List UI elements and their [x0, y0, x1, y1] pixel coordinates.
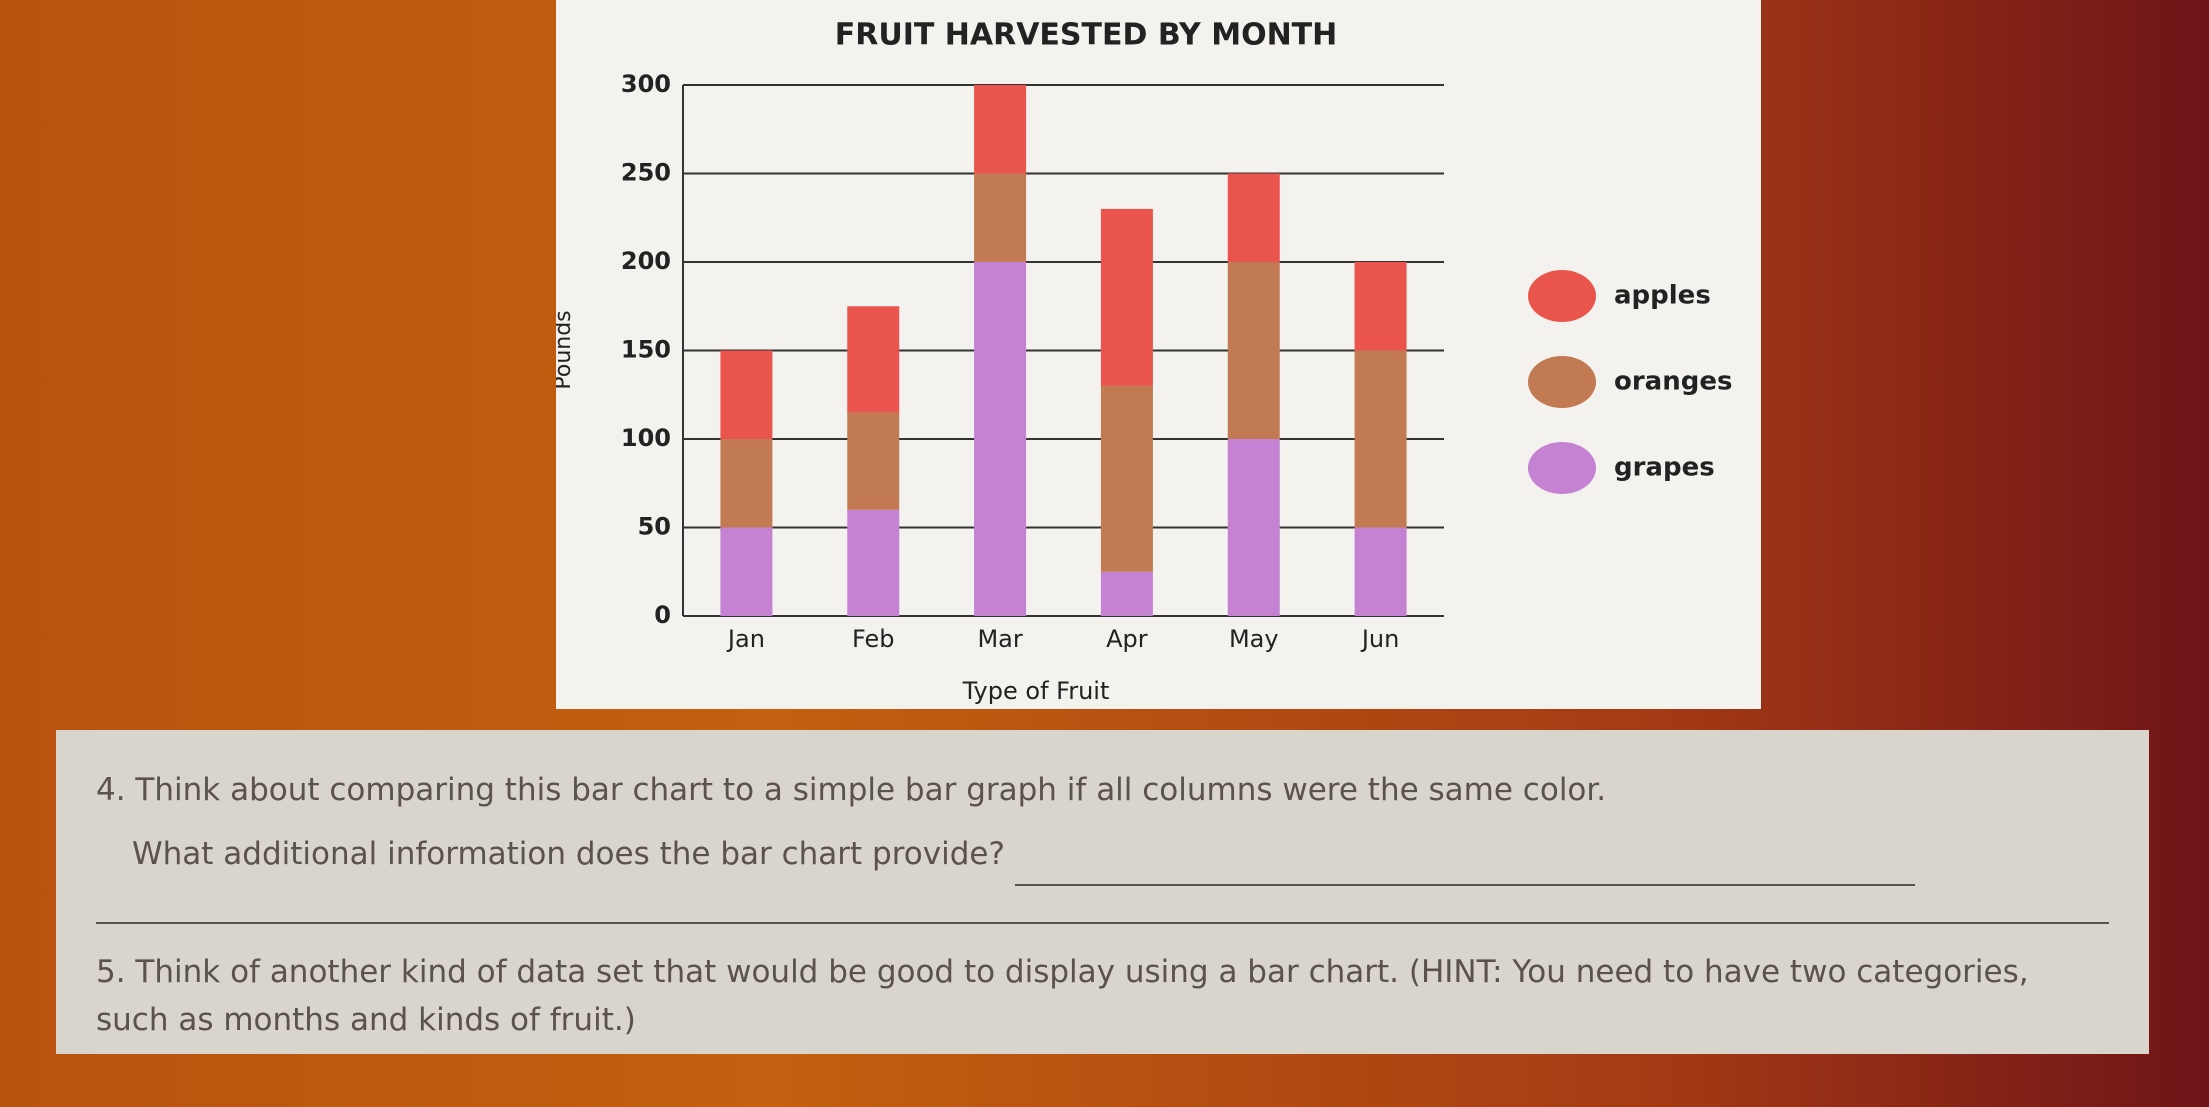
- legend-label: oranges: [1614, 367, 1732, 397]
- legend-swatch: [1528, 356, 1596, 408]
- chart: FRUIT HARVESTED BY MONTH Type of Fruit P…: [556, 0, 1761, 709]
- answer-line: [1014, 854, 1915, 886]
- y-tick-label: 300: [621, 70, 671, 98]
- x-tick-label: Apr: [1106, 625, 1148, 653]
- bar-segment: [1354, 262, 1407, 351]
- bar-segment: [974, 85, 1027, 174]
- x-tick-label: Jun: [1360, 625, 1400, 653]
- bar-segment: [847, 509, 900, 616]
- x-tick-label: Feb: [852, 625, 895, 653]
- x-axis-label: Type of Fruit: [962, 677, 1110, 705]
- bar-segment: [1227, 262, 1280, 439]
- y-axis-label: Pounds: [556, 310, 576, 389]
- bar-segment: [1100, 385, 1153, 572]
- question-text: 5. Think of another kind of data set tha…: [96, 954, 2029, 1038]
- bar-segment: [720, 439, 773, 528]
- question-prompt: What additional information does the bar…: [132, 836, 1005, 872]
- legend-label: apples: [1614, 281, 1711, 311]
- bar-segment: [1227, 173, 1280, 262]
- question: 5. Think of another kind of data set tha…: [96, 948, 2109, 1044]
- bar-segment: [1354, 527, 1407, 616]
- bar-segment: [847, 306, 900, 413]
- legend-label: grapes: [1614, 453, 1715, 483]
- x-tick-label: May: [1229, 625, 1279, 653]
- chart-title: FRUIT HARVESTED BY MONTH: [835, 18, 1338, 53]
- worksheet: 4. Think about comparing this bar chart …: [56, 730, 2149, 1054]
- answer-line: [96, 902, 2109, 924]
- y-tick-label: 0: [654, 601, 671, 629]
- question: 4. Think about comparing this bar chart …: [96, 758, 2109, 886]
- question-text: 4. Think about comparing this bar chart …: [96, 772, 1607, 808]
- bar-segment: [720, 350, 773, 439]
- y-tick-label: 50: [638, 513, 671, 541]
- legend-swatch: [1528, 270, 1596, 322]
- bar-segment: [1100, 208, 1153, 386]
- bar-segment: [1100, 571, 1153, 616]
- bar-segment: [974, 262, 1027, 616]
- bar-segment: [1354, 350, 1407, 528]
- y-tick-label: 200: [621, 247, 671, 275]
- y-tick-label: 100: [621, 424, 671, 452]
- bar-segment: [1227, 439, 1280, 616]
- bar-segment: [847, 412, 900, 510]
- bar-segment: [720, 527, 773, 616]
- y-tick-label: 150: [621, 336, 671, 364]
- x-tick-label: Mar: [977, 625, 1022, 653]
- y-tick-label: 250: [621, 159, 671, 187]
- bar-segment: [974, 173, 1027, 262]
- x-tick-label: Jan: [726, 625, 765, 653]
- legend-swatch: [1528, 442, 1596, 494]
